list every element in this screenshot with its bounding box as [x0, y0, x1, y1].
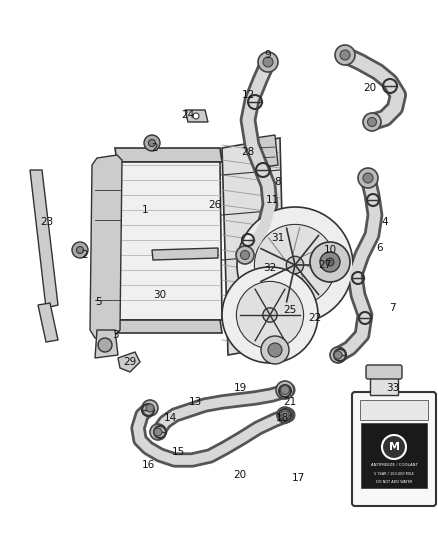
Circle shape: [268, 343, 282, 357]
Circle shape: [335, 45, 355, 65]
Circle shape: [363, 173, 373, 183]
Circle shape: [263, 57, 273, 67]
FancyBboxPatch shape: [366, 365, 402, 379]
FancyBboxPatch shape: [352, 392, 436, 506]
Polygon shape: [222, 138, 285, 355]
Bar: [360, 400, 428, 420]
Circle shape: [222, 267, 318, 363]
Circle shape: [286, 256, 304, 274]
Circle shape: [254, 224, 336, 305]
Circle shape: [280, 385, 290, 394]
Circle shape: [367, 117, 377, 126]
Text: 16: 16: [141, 460, 155, 470]
Text: 24: 24: [181, 110, 194, 120]
Text: 26: 26: [208, 200, 222, 210]
Circle shape: [237, 207, 353, 323]
Text: 6: 6: [377, 243, 383, 253]
Text: 20: 20: [364, 83, 377, 93]
Circle shape: [154, 428, 162, 436]
Polygon shape: [115, 148, 222, 162]
Polygon shape: [95, 330, 118, 358]
Text: 2: 2: [152, 143, 158, 153]
Polygon shape: [38, 303, 58, 342]
Text: 10: 10: [323, 245, 336, 255]
Circle shape: [72, 242, 88, 258]
Text: 21: 21: [283, 397, 297, 407]
Circle shape: [148, 140, 155, 147]
Text: 17: 17: [291, 473, 304, 483]
Circle shape: [261, 336, 289, 364]
Text: 20: 20: [233, 470, 247, 480]
Text: 11: 11: [265, 195, 279, 205]
Polygon shape: [152, 248, 218, 260]
Bar: [361, 423, 427, 488]
Circle shape: [281, 411, 289, 419]
Text: 27: 27: [318, 260, 332, 270]
Text: 33: 33: [386, 383, 399, 393]
Polygon shape: [185, 110, 208, 122]
Text: ANTIFREEZE / COOLANT: ANTIFREEZE / COOLANT: [371, 463, 417, 467]
Circle shape: [144, 135, 160, 151]
Circle shape: [258, 52, 278, 72]
Circle shape: [320, 252, 340, 272]
Text: 14: 14: [163, 413, 177, 423]
Text: 29: 29: [124, 357, 137, 367]
Text: 13: 13: [188, 397, 201, 407]
Text: 19: 19: [233, 383, 247, 393]
Circle shape: [363, 113, 381, 131]
Text: 3: 3: [112, 330, 118, 340]
Circle shape: [276, 381, 294, 399]
Polygon shape: [30, 170, 58, 308]
Polygon shape: [117, 320, 222, 333]
Text: 32: 32: [263, 263, 277, 273]
Text: 4: 4: [381, 217, 389, 227]
Polygon shape: [255, 135, 278, 168]
Text: 15: 15: [171, 447, 185, 457]
Circle shape: [146, 404, 154, 412]
Circle shape: [382, 435, 406, 459]
Text: M: M: [389, 442, 399, 452]
Circle shape: [98, 338, 112, 352]
Polygon shape: [118, 352, 140, 372]
Text: 8: 8: [275, 177, 281, 187]
Circle shape: [236, 246, 254, 264]
Circle shape: [340, 50, 350, 60]
Text: 31: 31: [272, 233, 285, 243]
Text: 9: 9: [265, 50, 271, 60]
Circle shape: [358, 168, 378, 188]
Text: 25: 25: [283, 305, 297, 315]
Text: 5 YEAR / 150,000 MILE: 5 YEAR / 150,000 MILE: [374, 472, 414, 476]
Text: 5: 5: [95, 297, 101, 307]
Bar: [370, 375, 398, 395]
Text: 22: 22: [308, 313, 321, 323]
Text: 18: 18: [276, 413, 289, 423]
Circle shape: [77, 246, 84, 254]
Text: 28: 28: [241, 147, 254, 157]
Text: 30: 30: [153, 290, 166, 300]
Circle shape: [330, 347, 346, 363]
Text: 23: 23: [40, 217, 53, 227]
Text: 1: 1: [141, 205, 148, 215]
Polygon shape: [90, 155, 122, 338]
Circle shape: [263, 308, 277, 322]
Circle shape: [310, 242, 350, 282]
Circle shape: [193, 113, 199, 119]
Circle shape: [237, 281, 304, 349]
Text: 7: 7: [389, 303, 396, 313]
Circle shape: [334, 351, 342, 359]
Circle shape: [326, 258, 334, 266]
Circle shape: [240, 251, 250, 260]
Circle shape: [150, 424, 166, 440]
Text: 2: 2: [82, 250, 88, 260]
Polygon shape: [117, 162, 222, 320]
Circle shape: [142, 400, 158, 416]
Text: DO NOT ADD WATER: DO NOT ADD WATER: [376, 480, 412, 484]
Circle shape: [277, 407, 293, 423]
Text: 12: 12: [241, 90, 254, 100]
